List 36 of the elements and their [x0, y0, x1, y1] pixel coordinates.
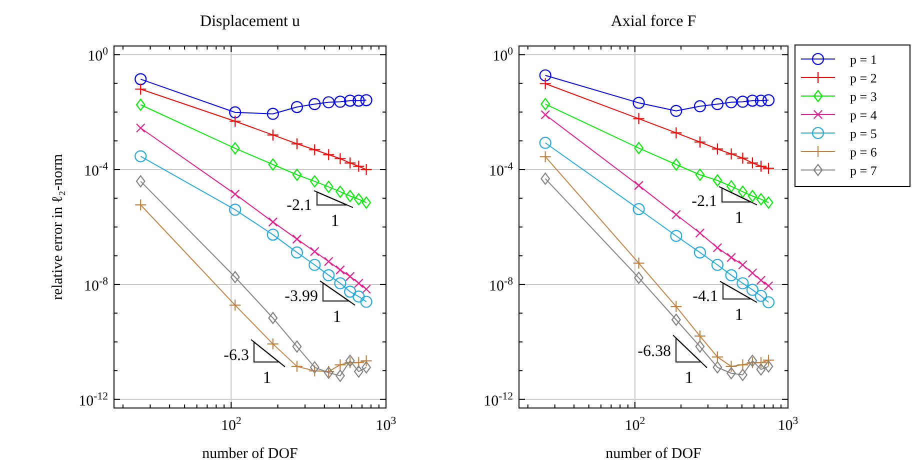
y-tick-label: 10$^{-12}$: [78, 390, 108, 410]
chart-title: Displacement u: [200, 13, 300, 30]
annotation: -6.38: [638, 343, 671, 360]
x-tick-label: 10$^{2}$: [220, 415, 242, 434]
legend-label: p = 2: [850, 70, 877, 86]
legend-label: p = 3: [850, 89, 877, 104]
y-tick-label: 10$^{-8}$: [84, 275, 108, 294]
legend-label: p = 6: [850, 144, 878, 160]
chart-title: Axial force F: [610, 13, 696, 30]
legend-label: p = 1: [850, 52, 877, 67]
annotation: 1: [734, 208, 744, 227]
legend-label: p = 4: [850, 108, 878, 122]
legend-label: p = 7: [850, 163, 878, 178]
y-tick-label: 10$^{-12}$: [484, 390, 513, 410]
y-tick-label: 10$^{-4}$: [84, 160, 109, 180]
annotation: -4.1: [692, 288, 718, 305]
y-axis-title: relative error in ℓ₂-norm: [50, 154, 66, 300]
y-tick-label: 10$^{0}$: [492, 46, 513, 65]
legend-label: p = 5: [850, 126, 877, 141]
annotation: -6.3: [224, 347, 249, 364]
y-tick-label: 10$^{-8}$: [489, 275, 513, 294]
x-tick-label: 10$^{3}$: [778, 415, 798, 434]
annotation: -2.1: [286, 197, 312, 214]
annotation: 1: [330, 211, 340, 230]
annotation: -3.99: [284, 288, 318, 305]
y-tick-label: 10$^{-4}$: [489, 160, 514, 180]
y-tick-label: 10$^{0}$: [88, 46, 108, 65]
x-tick-label: 10$^{3}$: [376, 415, 396, 434]
annotation: 1: [332, 307, 342, 326]
annotation: 1: [734, 305, 744, 324]
annotation: 1: [684, 368, 694, 387]
x-axis-title: number of DOF: [606, 446, 702, 462]
annotation: 1: [262, 368, 272, 387]
x-axis-title: number of DOF: [202, 446, 298, 462]
x-tick-label: 10$^{2}$: [624, 415, 646, 434]
annotation: -2.1: [692, 193, 717, 210]
